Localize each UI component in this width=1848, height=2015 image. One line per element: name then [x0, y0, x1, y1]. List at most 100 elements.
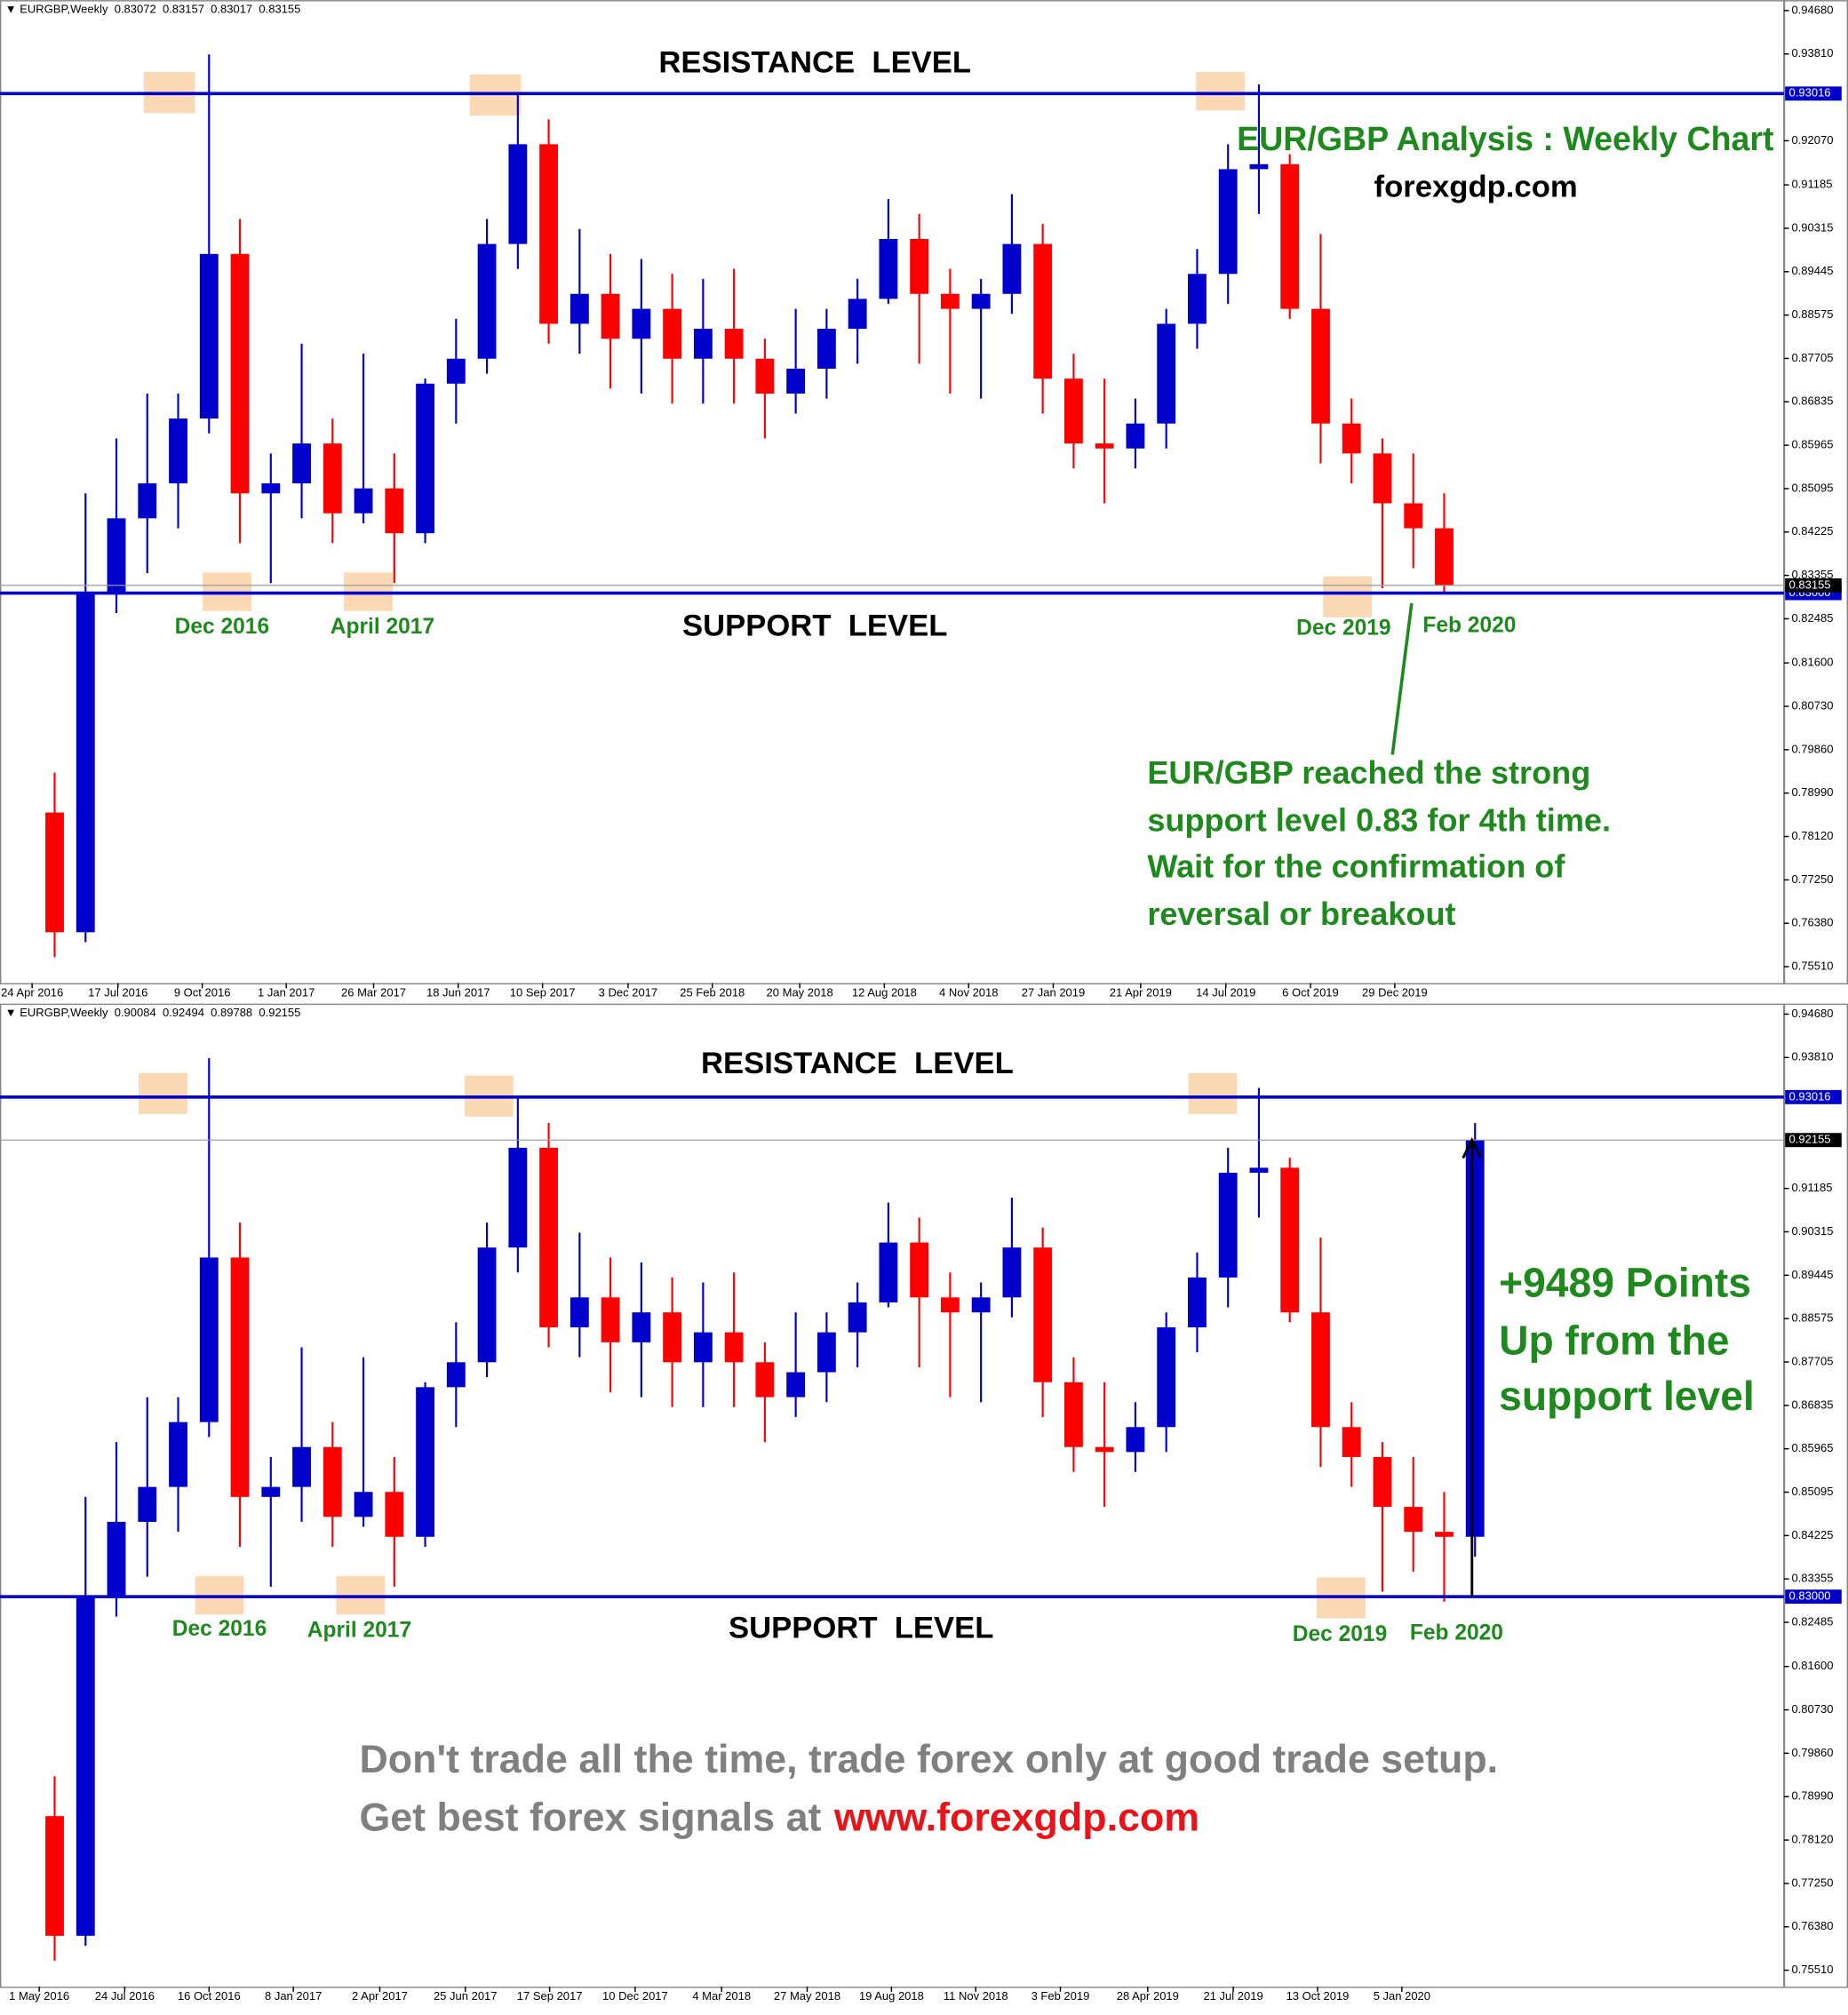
candle-body — [1404, 503, 1423, 529]
candle-body — [508, 144, 528, 244]
x-tick-label: 1 May 2016 — [9, 1989, 69, 2003]
pointer-line — [1390, 602, 1414, 755]
bottom-annotations: RESISTANCE LEVEL SUPPORT LEVEL Dec 2016 … — [172, 1047, 1755, 1839]
candle-body — [354, 1492, 373, 1517]
touch-label: Dec 2019 — [1293, 1622, 1387, 1646]
footer-line: Get best forex signals at www.forexgdp.co… — [359, 1795, 1199, 1839]
candle-body — [230, 1257, 250, 1497]
y-tick-label: 0.86835 — [1791, 394, 1833, 408]
axis-frame — [1783, 0, 1848, 984]
candle-body — [1435, 528, 1454, 585]
touch-label: Feb 2020 — [1422, 613, 1516, 637]
y-tick-label: 0.77250 — [1791, 872, 1833, 886]
top-annotations: RESISTANCE LEVEL SUPPORT LEVEL EUR/GBP A… — [175, 45, 1774, 931]
ohlc-value: 0.92155 — [259, 1007, 300, 1020]
y-tick-label: 0.84225 — [1791, 1528, 1833, 1541]
gain-arrowhead — [1462, 1136, 1483, 1159]
x-tick-label: 21 Apr 2019 — [1110, 986, 1172, 1000]
candle-body — [199, 253, 219, 419]
candle-body — [1157, 323, 1176, 424]
y-tick-label: 0.80730 — [1791, 1702, 1833, 1716]
candle-body — [816, 1332, 836, 1373]
y-tick-label: 0.90315 — [1791, 1224, 1833, 1238]
footer-link[interactable]: www.forexgdp.com — [833, 1795, 1199, 1839]
candle-body — [76, 1597, 95, 1936]
note-line: reversal or breakout — [1147, 896, 1455, 932]
symbol: EURGBP,Weekly — [20, 1007, 108, 1020]
y-tick-label: 0.83355 — [1791, 568, 1833, 581]
y-tick-label: 0.83355 — [1791, 1572, 1833, 1585]
candle-body — [940, 1297, 960, 1313]
candle-body — [971, 1297, 991, 1313]
candle-body — [786, 1372, 806, 1398]
x-tick-label: 2 Apr 2017 — [352, 1989, 408, 2003]
y-tick-label: 0.94680 — [1791, 3, 1833, 16]
gain-line: Up from the — [1499, 1318, 1729, 1364]
x-tick-label: 5 Jan 2020 — [1374, 1989, 1430, 2003]
candle-body — [1373, 453, 1392, 504]
site-name: forexgdp.com — [1374, 171, 1578, 204]
candle-body — [416, 1387, 434, 1537]
y-tick-label: 0.91185 — [1791, 1181, 1832, 1194]
y-tick-label: 0.78990 — [1791, 1789, 1833, 1803]
candle-body — [1095, 1446, 1114, 1453]
candle-body — [1218, 1172, 1238, 1278]
candle-body — [1063, 1382, 1083, 1447]
y-tick-label: 0.78120 — [1791, 1833, 1833, 1846]
candle-body — [45, 1816, 64, 1936]
candle-body — [1311, 308, 1330, 424]
ohlc-value: 0.90084 — [115, 1007, 156, 1020]
candle-body — [199, 1257, 219, 1422]
candle-body — [354, 488, 373, 514]
last-price-badge-label: 0.92155 — [1789, 1133, 1831, 1146]
x-tick-label: 19 Aug 2018 — [859, 1989, 924, 2003]
x-tick-label: 20 May 2018 — [767, 986, 833, 1000]
candle-body — [1342, 1427, 1361, 1457]
candle-body — [292, 1446, 311, 1487]
x-tick-label: 17 Jul 2016 — [88, 986, 147, 1000]
candle-body — [910, 239, 929, 294]
candle-body — [539, 144, 559, 324]
x-tick-label: 27 May 2018 — [774, 1989, 840, 2003]
y-tick-label: 0.91185 — [1791, 178, 1832, 191]
support-label: SUPPORT LEVEL — [682, 609, 947, 643]
y-tick-label: 0.90315 — [1791, 220, 1833, 234]
candle-body — [1249, 163, 1269, 170]
candle-body — [1188, 1277, 1207, 1327]
x-tick-label: 29 Dec 2019 — [1362, 986, 1428, 1000]
ohlc-value: 0.83157 — [163, 3, 204, 16]
menu-icon: ▼ — [5, 1007, 20, 1020]
y-tick-label: 0.78990 — [1791, 785, 1833, 799]
candle-body — [755, 1362, 775, 1398]
y-tick-label: 0.77250 — [1791, 1876, 1833, 1889]
last-price-badge-label: 0.83155 — [1789, 577, 1831, 591]
ohlc-value: 0.89788 — [211, 1007, 252, 1020]
y-tick-label: 0.87705 — [1791, 351, 1833, 364]
y-tick-label: 0.75510 — [1791, 1963, 1833, 1976]
candle-body — [323, 443, 342, 514]
candle-body — [446, 1362, 466, 1388]
candle-body — [76, 593, 95, 933]
y-tick-label: 0.85965 — [1791, 1441, 1833, 1454]
x-tick-label: 25 Feb 2018 — [680, 986, 745, 1000]
candle-body — [169, 418, 187, 484]
y-tick-label: 0.85095 — [1791, 1485, 1833, 1498]
highlight — [1196, 72, 1246, 111]
x-tick-label: 3 Feb 2019 — [1032, 1989, 1090, 2003]
y-tick-label: 0.84225 — [1791, 524, 1833, 538]
x-tick-label: 27 Jan 2019 — [1022, 986, 1086, 1000]
candle-body — [1033, 1247, 1053, 1382]
x-tick-label: 1 Jan 2017 — [258, 986, 315, 1000]
gain-line: +9489 Points — [1499, 1260, 1751, 1306]
ohlc-value: 0.83072 — [115, 3, 156, 16]
note-line: Wait for the confirmation of — [1147, 848, 1565, 885]
candle-body — [1002, 243, 1022, 294]
x-tick-label: 4 Nov 2018 — [939, 986, 999, 1000]
candle-body — [477, 1247, 497, 1363]
candle-body — [1465, 1140, 1485, 1537]
y-tick-label: 0.87705 — [1791, 1354, 1833, 1367]
candle-body — [1063, 378, 1083, 444]
candle-body — [107, 1521, 126, 1597]
x-tick-label: 24 Jul 2016 — [95, 1989, 155, 2003]
bottom-chart: ▼ EURGBP,Weekly 0.90084 0.92494 0.89788 0.92… — [0, 1003, 1848, 2003]
